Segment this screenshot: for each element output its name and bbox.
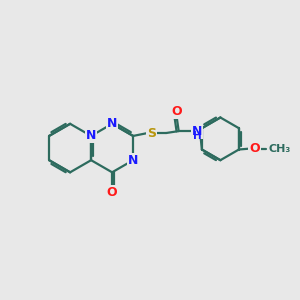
Text: N: N — [192, 124, 202, 138]
Text: H: H — [193, 131, 202, 141]
Text: N: N — [107, 117, 117, 130]
Text: N: N — [128, 154, 138, 167]
Text: O: O — [249, 142, 260, 155]
Text: O: O — [171, 105, 182, 118]
Text: N: N — [86, 129, 96, 142]
Text: O: O — [107, 186, 117, 199]
Text: S: S — [147, 127, 156, 140]
Text: CH₃: CH₃ — [269, 143, 291, 154]
